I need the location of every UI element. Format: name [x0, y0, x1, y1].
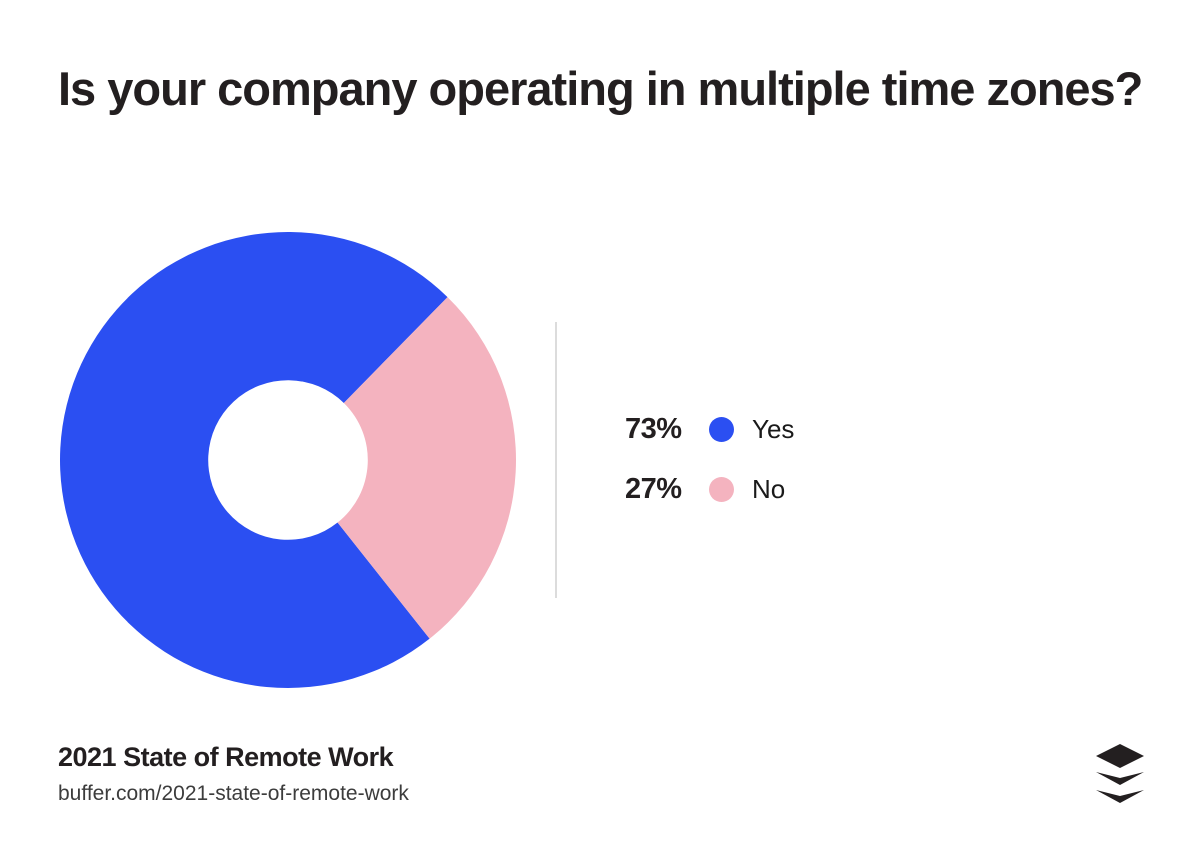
donut-slice-yes: [60, 232, 448, 688]
logo-diamond: [1096, 744, 1144, 768]
logo-chevron-1: [1096, 772, 1144, 785]
buffer-layers-logo-icon: [1096, 744, 1144, 803]
page-title: Is your company operating in multiple ti…: [58, 62, 1143, 115]
source-title: 2021 State of Remote Work: [58, 742, 394, 772]
legend-value-yes: 73%: [625, 412, 682, 445]
legend-item-yes: 73% Yes: [625, 412, 794, 446]
legend-swatch-yes-icon: [709, 416, 734, 442]
logo-chevron-2: [1096, 790, 1144, 803]
legend-swatch-no-icon: [709, 476, 734, 502]
source-attribution: 2021 State of Remote Work buffer.com/202…: [58, 742, 409, 806]
donut-slice-no: [337, 297, 516, 639]
vertical-divider: [555, 322, 557, 598]
legend-label-yes: Yes: [752, 413, 795, 444]
legend-item-no: 27% No: [625, 472, 794, 506]
source-url: buffer.com/2021-state-of-remote-work: [58, 782, 409, 805]
chart-legend: 73% Yes 27% No: [625, 412, 794, 532]
legend-value-no: 27%: [625, 472, 682, 505]
legend-label-no: No: [752, 473, 786, 504]
donut-chart: [60, 232, 516, 688]
